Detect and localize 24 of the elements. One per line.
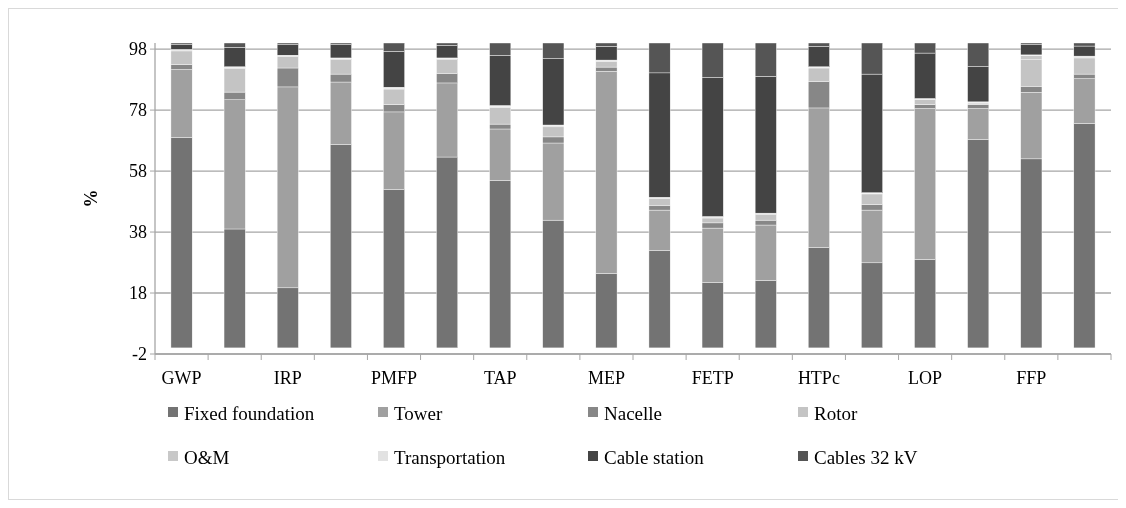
legend-label: Fixed foundation [184, 402, 315, 424]
x-tick-label: MEP [587, 368, 625, 388]
x-tick-label: TAP [483, 368, 517, 388]
y-tick-label: -2 [132, 344, 147, 365]
x-tick-label: IRP [273, 368, 302, 388]
legend-label: Nacelle [604, 402, 663, 424]
legend-label: Rotor [814, 402, 858, 424]
x-tick-label: GWP [161, 368, 202, 388]
x-tick-label: PMFP [370, 368, 418, 388]
y-tick-label: 58 [129, 161, 147, 182]
y-tick-label: 18 [129, 283, 147, 304]
x-tick-label: FETP [691, 368, 734, 388]
y-tick-label: 38 [129, 222, 147, 243]
legend-label: Tower [394, 402, 443, 424]
x-tick-label: HTPc [797, 368, 840, 388]
y-tick-label: 98 [129, 39, 147, 60]
legend-label: Transportation [394, 446, 506, 468]
y-axis-title: % [81, 189, 101, 208]
y-tick-label: 78 [129, 100, 147, 121]
legend-label: Cable station [604, 446, 705, 468]
x-tick-label: LOP [908, 368, 943, 388]
legend-label: O&M [184, 446, 230, 468]
x-tick-label: FFP [1016, 368, 1047, 388]
legend-label: Cables 32 kV [814, 446, 918, 468]
